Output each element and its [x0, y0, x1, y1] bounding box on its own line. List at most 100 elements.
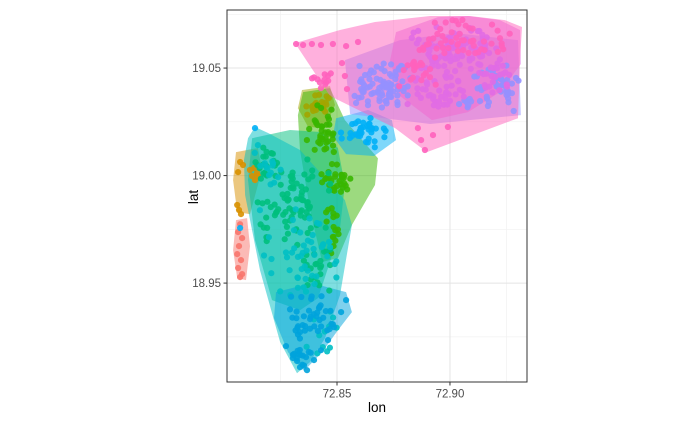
data-point	[460, 47, 467, 54]
data-point	[324, 113, 331, 120]
data-point	[256, 207, 263, 214]
data-point	[331, 260, 338, 268]
data-point	[293, 315, 300, 322]
data-point	[453, 34, 460, 41]
data-point	[431, 19, 438, 26]
data-point	[298, 266, 305, 273]
x-axis-title: lon	[367, 400, 386, 415]
data-point	[311, 251, 318, 258]
data-point	[235, 169, 242, 176]
data-point	[459, 88, 466, 95]
data-point	[460, 93, 467, 100]
data-point	[310, 357, 318, 364]
data-point	[259, 200, 266, 207]
data-point	[260, 153, 267, 160]
data-point	[336, 178, 343, 185]
data-point	[282, 249, 290, 256]
data-point	[380, 125, 387, 132]
data-point	[237, 211, 245, 218]
data-point	[321, 71, 328, 78]
data-point	[356, 62, 363, 70]
data-point	[367, 115, 374, 122]
data-point	[303, 137, 310, 144]
data-point	[443, 89, 450, 96]
data-point	[476, 98, 484, 105]
data-point	[288, 178, 295, 185]
data-point	[318, 323, 325, 330]
data-point	[458, 52, 465, 59]
data-point	[329, 40, 336, 48]
data-point	[286, 306, 294, 313]
data-point	[279, 191, 286, 198]
data-point	[322, 308, 329, 315]
data-point	[377, 76, 384, 83]
data-point	[295, 323, 302, 330]
data-point	[452, 17, 459, 24]
data-point	[318, 244, 325, 251]
data-point	[343, 86, 351, 93]
data-point	[284, 230, 291, 237]
data-point	[414, 125, 421, 132]
data-point	[318, 99, 325, 106]
data-point	[430, 102, 437, 109]
data-point	[267, 169, 274, 176]
data-point	[404, 92, 411, 99]
data-point	[420, 72, 427, 79]
data-point	[431, 54, 439, 61]
data-point	[418, 137, 425, 144]
data-point	[309, 231, 316, 239]
data-point	[487, 64, 494, 71]
data-point	[438, 93, 445, 100]
data-point	[421, 146, 428, 154]
data-point	[234, 201, 241, 209]
data-point	[444, 123, 451, 131]
panel-border	[226, 9, 528, 383]
data-point	[466, 25, 473, 32]
data-point	[454, 48, 461, 55]
data-point	[264, 224, 271, 231]
data-point	[435, 98, 443, 105]
cluster-blue-points	[282, 293, 350, 374]
data-point	[313, 219, 321, 227]
data-point	[430, 35, 437, 42]
data-point	[304, 267, 311, 274]
data-point	[269, 158, 276, 165]
data-point	[360, 119, 367, 126]
data-point	[380, 60, 387, 67]
data-point	[469, 37, 476, 45]
data-point	[443, 74, 450, 81]
data-point	[311, 146, 318, 153]
data-point	[275, 206, 282, 213]
data-point	[442, 19, 449, 26]
data-point	[349, 132, 356, 139]
data-point	[429, 132, 437, 139]
data-point	[496, 56, 503, 63]
cluster-orange-points	[234, 158, 261, 218]
data-point	[237, 224, 244, 232]
data-point	[339, 184, 346, 191]
data-point	[317, 347, 325, 354]
data-point	[415, 36, 422, 43]
data-point	[410, 29, 417, 36]
data-point	[404, 62, 411, 69]
data-point	[297, 229, 304, 236]
data-point	[382, 97, 389, 105]
data-point	[364, 102, 372, 109]
data-point	[298, 207, 305, 214]
data-point	[399, 78, 406, 85]
data-point	[437, 40, 444, 47]
data-point	[239, 161, 247, 169]
data-point	[293, 180, 300, 187]
data-point	[237, 257, 245, 264]
data-point	[354, 38, 362, 46]
data-point	[444, 101, 451, 108]
data-point	[254, 142, 261, 149]
data-point	[360, 86, 367, 93]
data-point	[371, 138, 378, 145]
data-point	[304, 229, 311, 237]
data-point	[292, 206, 299, 213]
data-point	[489, 78, 496, 85]
data-point	[498, 42, 505, 50]
data-point	[301, 171, 308, 178]
data-point	[366, 76, 373, 83]
